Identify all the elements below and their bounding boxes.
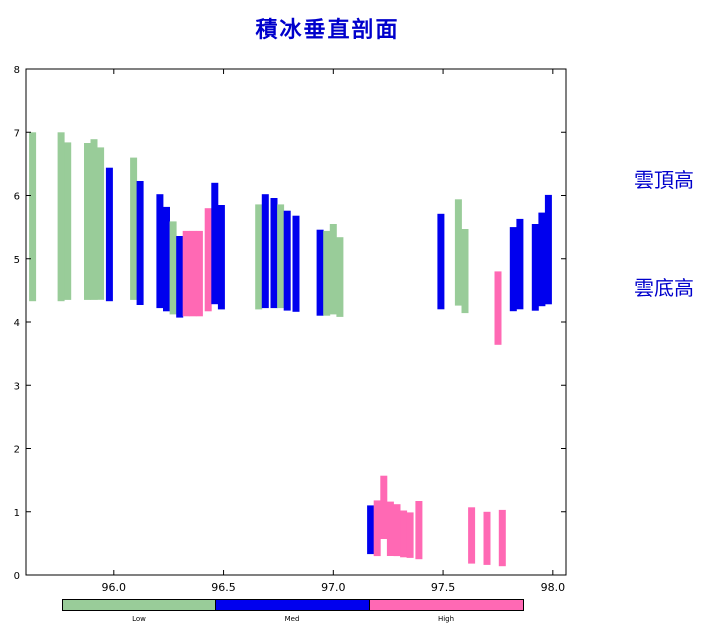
bar-low-31 — [461, 229, 469, 314]
y-tick-label-0: 0 — [14, 571, 20, 582]
legend-med-label: Med — [284, 615, 300, 623]
bar-high-46 — [468, 507, 476, 564]
bar-med-21 — [270, 198, 278, 309]
bar-med-6 — [105, 167, 113, 302]
legend-high-swatch — [369, 599, 524, 611]
bar-med-29 — [437, 213, 445, 310]
bar-low-26 — [323, 230, 331, 316]
bar-high-15 — [195, 230, 203, 317]
bar-high-40 — [380, 475, 388, 539]
bar-low-2 — [64, 142, 72, 300]
bar-low-1 — [57, 132, 65, 302]
cloud-top-label: 雲頂高 — [634, 168, 694, 192]
bar-high-47 — [483, 511, 491, 565]
y-tick-label-1: 1 — [14, 508, 20, 519]
bar-high-13 — [182, 230, 190, 317]
bar-high-44 — [406, 512, 414, 558]
bar-low-28 — [336, 237, 344, 317]
bar-med-38 — [367, 505, 375, 555]
bar-med-35 — [531, 224, 539, 311]
bar-high-42 — [393, 504, 401, 557]
bar-low-30 — [454, 199, 462, 306]
bar-low-22 — [277, 204, 285, 309]
legend-med-swatch — [215, 599, 370, 611]
y-tick-label-5: 5 — [14, 255, 20, 266]
bar-high-39 — [373, 500, 381, 557]
legend-low-swatch — [62, 599, 216, 611]
ice-profile-chart: 0 1 2 3 4 5 6 7 8 96.0 96.5 97.0 97.5 98.0 — [14, 65, 567, 594]
bar-high-14 — [189, 230, 197, 317]
bar-high-43 — [400, 510, 408, 558]
x-tick-label-97.5: 97.5 — [431, 581, 456, 594]
bar-med-33 — [509, 227, 517, 312]
bar-med-8 — [136, 181, 144, 305]
bar-high-32 — [494, 271, 502, 345]
y-tick-label-2: 2 — [14, 445, 20, 456]
bar-low-0 — [29, 132, 37, 302]
y-tick-label-7: 7 — [14, 128, 20, 139]
y-tick-label-3: 3 — [14, 381, 20, 392]
bar-med-18 — [217, 205, 225, 310]
bar-high-16 — [204, 208, 212, 312]
bar-low-3 — [84, 143, 91, 300]
legend-low-label: Low — [132, 615, 146, 623]
y-tick-label-6: 6 — [14, 192, 20, 203]
bar-high-48 — [498, 509, 506, 567]
cloud-base-label: 雲底高 — [634, 276, 694, 300]
x-tick-label-97.0: 97.0 — [321, 581, 346, 594]
bar-low-7 — [130, 157, 138, 300]
bar-med-23 — [283, 210, 291, 311]
bar-low-11 — [169, 221, 177, 315]
bar-low-27 — [329, 224, 337, 315]
bar-high-45 — [415, 501, 423, 560]
legend-high-label: High — [437, 615, 455, 623]
bar-med-37 — [544, 194, 552, 305]
bar-med-36 — [538, 212, 546, 307]
bar-low-5 — [97, 147, 105, 300]
x-tick-label-98.0: 98.0 — [541, 581, 566, 594]
bar-med-20 — [261, 194, 269, 309]
plot-frame — [25, 68, 567, 576]
x-tick-label-96.5: 96.5 — [211, 581, 236, 594]
bar-med-24 — [292, 215, 300, 312]
bar-med-25 — [316, 229, 324, 316]
bar-low-19 — [255, 204, 263, 310]
bar-med-34 — [516, 218, 524, 310]
y-tick-label-4: 4 — [14, 318, 20, 329]
bar-low-4 — [90, 139, 98, 300]
y-tick-label-8: 8 — [14, 65, 20, 76]
bar-high-41 — [386, 501, 394, 556]
bar-med-10 — [163, 206, 170, 312]
bar-med-17 — [211, 182, 219, 305]
x-tick-label-96.0: 96.0 — [102, 581, 127, 594]
chart-title: 積冰垂直剖面 — [255, 17, 400, 43]
bar-med-9 — [156, 194, 164, 309]
bar-med-12 — [176, 236, 184, 318]
